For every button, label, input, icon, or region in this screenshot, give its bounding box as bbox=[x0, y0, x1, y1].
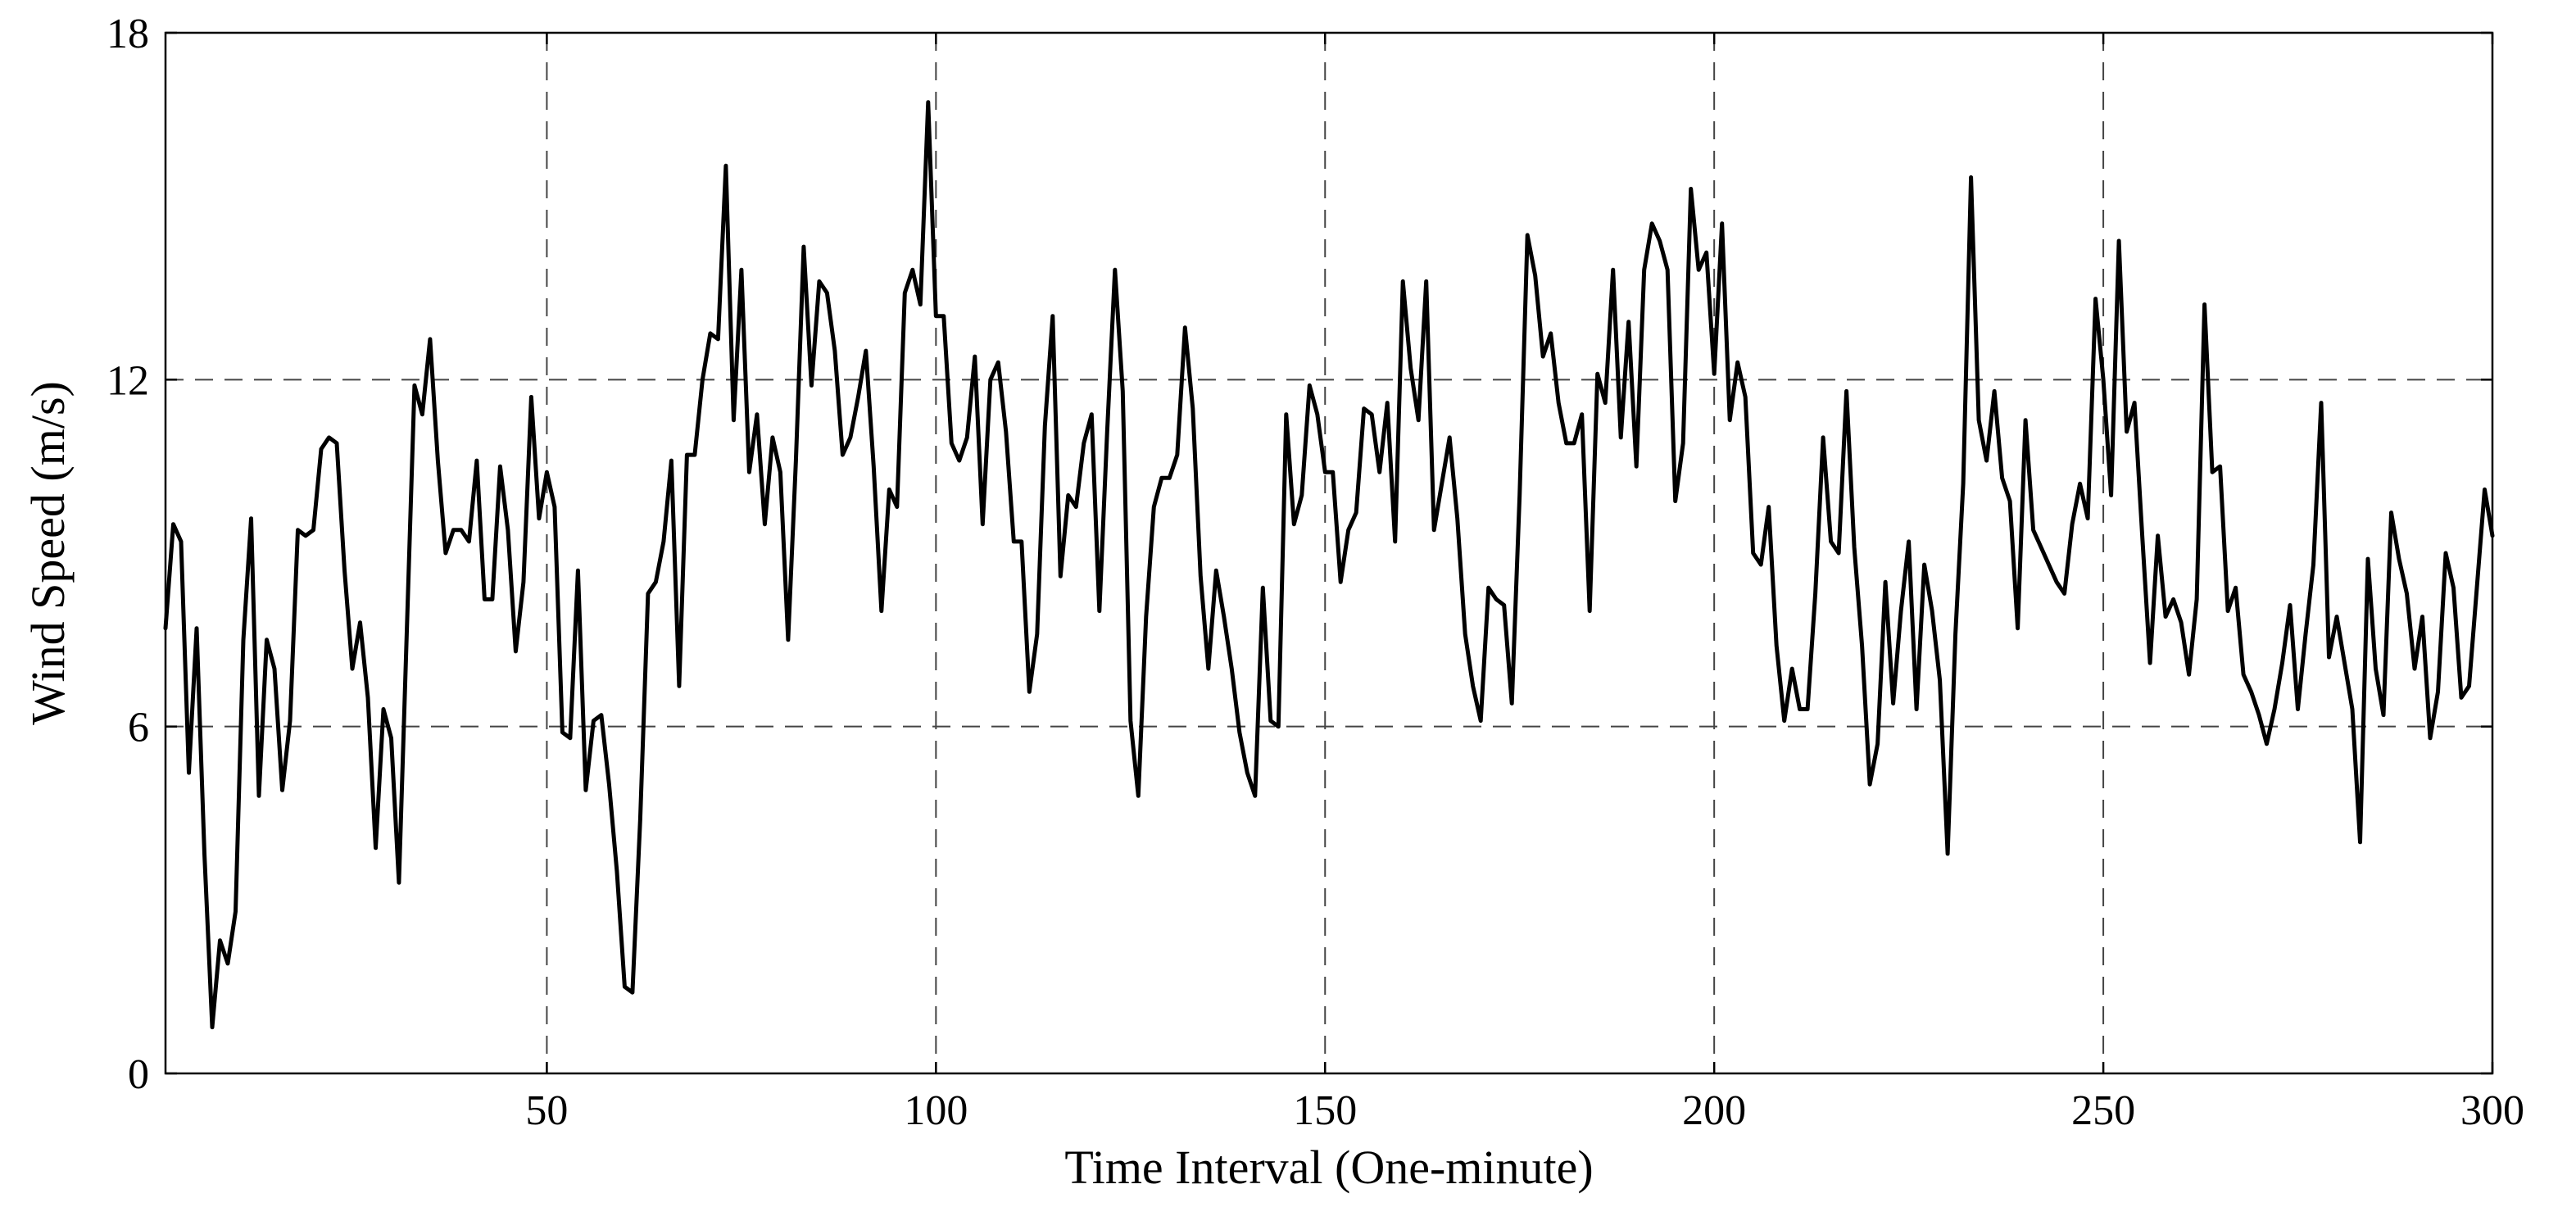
x-tick-label: 150 bbox=[1293, 1087, 1357, 1134]
wind-speed-series-line bbox=[163, 100, 2495, 1030]
x-tick-label: 200 bbox=[1682, 1087, 1746, 1134]
y-tick-label: 18 bbox=[107, 11, 149, 57]
x-tick-label: 100 bbox=[904, 1087, 968, 1134]
plot-frame bbox=[164, 31, 2494, 1075]
axis-ticks bbox=[166, 31, 2494, 1075]
y-tick-labels: 0 6 12 18 bbox=[107, 11, 149, 1098]
y-tick-label: 12 bbox=[107, 357, 149, 404]
x-tick-label: 300 bbox=[2460, 1087, 2524, 1134]
y-tick-label: 0 bbox=[128, 1051, 149, 1098]
x-axis-title: Time Interval (One-minute) bbox=[1064, 1141, 1593, 1194]
y-axis-title: Wind Speed (m/s) bbox=[21, 381, 75, 725]
y-tick-label: 6 bbox=[128, 705, 149, 751]
x-tick-label: 250 bbox=[2071, 1087, 2135, 1134]
x-tick-label: 50 bbox=[525, 1087, 568, 1134]
grid-lines bbox=[166, 33, 2492, 1073]
x-tick-labels: 50 100 150 200 250 300 bbox=[525, 1087, 2524, 1134]
